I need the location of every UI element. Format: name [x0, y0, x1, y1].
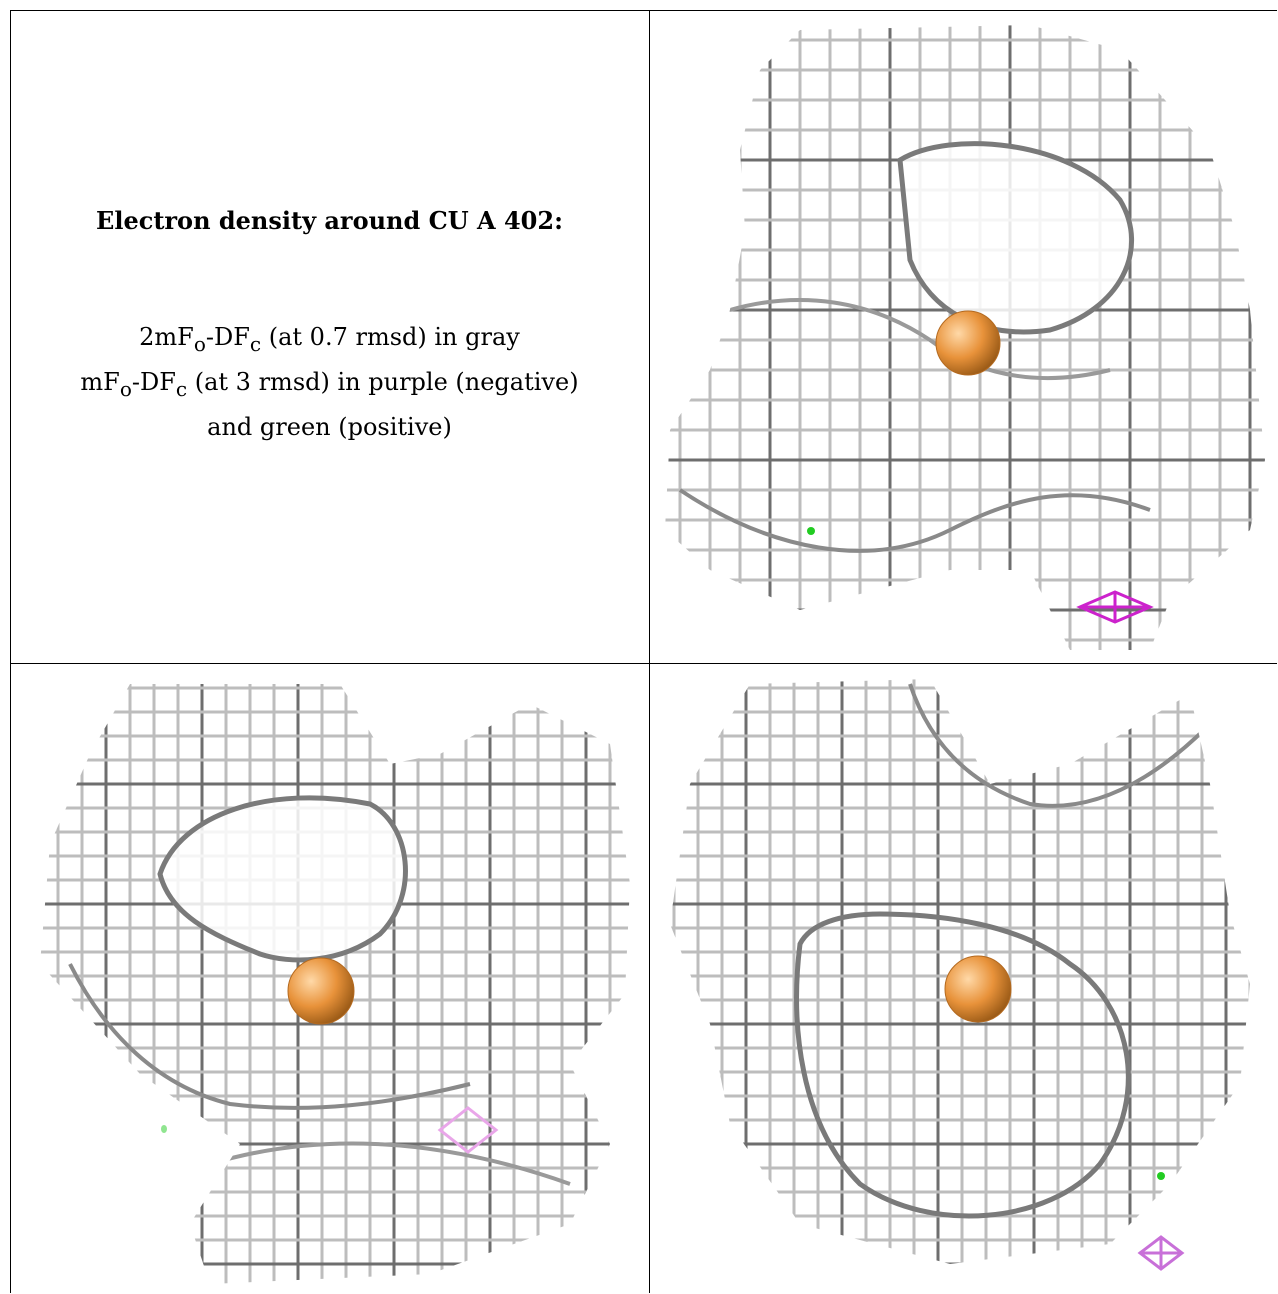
- copper-atom-sphere: [944, 955, 1012, 1023]
- density-mesh-view-2: [40, 684, 630, 1284]
- table-border-left: [10, 10, 11, 1293]
- mesh-contour-1b: [729, 298, 1111, 381]
- table-border-middle: [649, 10, 650, 1293]
- mesh-contour-3b: [908, 683, 1212, 808]
- negative-density-marker: [437, 1106, 499, 1154]
- density-mesh-view-1: [665, 25, 1265, 650]
- caption-cell: Electron density around CU A 402: 2mFo-D…: [10, 10, 649, 663]
- positive-density-marker: [1157, 1172, 1165, 1180]
- caption-title: Electron density around CU A 402:: [96, 206, 563, 235]
- caption-body: 2mFo-DFc (at 0.7 rmsd) in gray mFo-DFc (…: [10, 318, 649, 446]
- mesh-cavity-1: [897, 141, 1135, 335]
- density-view-2: [10, 664, 649, 1293]
- table-border-top: [10, 10, 1277, 11]
- negative-density-marker: [1137, 1235, 1185, 1271]
- copper-atom-sphere: [935, 310, 1001, 376]
- positive-density-marker: [161, 1125, 167, 1133]
- mesh-grid-1: [665, 25, 1265, 650]
- copper-atom-sphere: [287, 957, 355, 1025]
- density-view-1: [650, 10, 1277, 663]
- caption-line-colors: and green (positive): [207, 412, 452, 441]
- negative-density-marker: [1076, 590, 1154, 624]
- mesh-contour-2a: [68, 963, 471, 1110]
- figure-table: Electron density around CU A 402: 2mFo-D…: [10, 10, 1277, 1293]
- positive-density-marker: [807, 527, 815, 535]
- mesh-contour-2b: [209, 1141, 571, 1186]
- caption-line-2mfo-dfc: 2mFo-DFc (at 0.7 rmsd) in gray: [139, 323, 520, 356]
- caption-line-mfo-dfc: mFo-DFc (at 3 rmsd) in purple (negative): [80, 367, 579, 401]
- mesh-contour-3a: [794, 911, 1131, 1219]
- mesh-cavity-2: [157, 795, 408, 963]
- density-mesh-view-3: [670, 679, 1250, 1271]
- density-view-3: [650, 664, 1277, 1293]
- mesh-contour-1a: [678, 488, 1151, 553]
- table-border-row: [10, 663, 1277, 664]
